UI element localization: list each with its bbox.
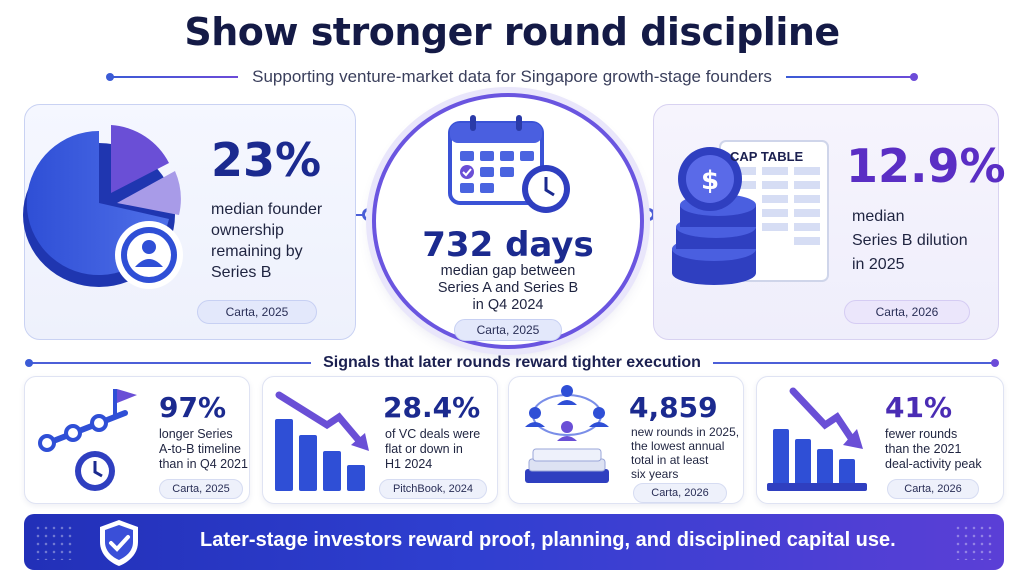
- stat-value: 23%: [211, 133, 322, 187]
- signal-description: of VC deals were flat or down in H1 2024: [385, 427, 481, 471]
- signal-value: 28.4%: [383, 391, 481, 424]
- signal-description: longer Series A-to-B timeline than in Q4…: [159, 427, 248, 471]
- bars-down-arrow-icon: [275, 391, 369, 491]
- banner-text: Later-stage investors reward proof, plan…: [200, 529, 896, 551]
- stat-value: 732 days: [422, 225, 594, 265]
- stat-description: median Series B dilution in 2025: [852, 208, 968, 273]
- signals-heading-row: Signals that later rounds reward tighter…: [24, 352, 1000, 374]
- svg-text:$: $: [701, 166, 719, 196]
- source-badge: Carta, 2025: [159, 479, 243, 499]
- source-badge: Carta, 2026: [633, 483, 727, 503]
- signal-description: new rounds in 2025, the lowest annual to…: [631, 425, 740, 481]
- source-badge: PitchBook, 2024: [379, 479, 487, 499]
- signal-value: 97%: [159, 391, 227, 424]
- stat-description: median gap between Series A and Series B…: [437, 263, 579, 313]
- source-badge: Carta, 2025: [197, 300, 317, 324]
- calendar-clock-icon: [448, 115, 570, 213]
- signal-value: 41%: [885, 391, 953, 424]
- pie-chart-user-icon: [23, 125, 183, 289]
- timeline-flag-clock-icon: [38, 389, 137, 491]
- stat-card-founder-ownership: 23% median founder ownership remaining b…: [23, 104, 356, 340]
- cap-table-label: CAP TABLE: [730, 149, 804, 164]
- stat-card-series-b-dilution: $ CAP TABLE 12.9% median Series B diluti…: [653, 104, 1006, 340]
- cap-table-coins-icon: $: [672, 140, 829, 285]
- divider-line: [712, 359, 1000, 367]
- subtitle-row: Supporting venture-market data for Singa…: [105, 66, 919, 88]
- source-badge: Carta, 2026: [887, 479, 979, 499]
- bars-decline-icon: [767, 387, 867, 491]
- stat-description: median founder ownership remaining by Se…: [211, 201, 323, 281]
- page-title: Show stronger round discipline: [184, 10, 840, 54]
- signal-value: 4,859: [629, 391, 718, 424]
- page-subtitle: Supporting venture-market data for Singa…: [252, 67, 772, 86]
- divider-line: [24, 359, 312, 367]
- source-badge: Carta, 2025: [454, 319, 562, 341]
- stat-value: 12.9%: [846, 139, 1006, 193]
- shield-check-icon: [100, 520, 138, 566]
- signal-card-timeline: 97% longer Series A-to-B timeline than i…: [24, 376, 250, 504]
- signals-heading: Signals that later rounds reward tighter…: [323, 354, 701, 371]
- divider-line: [785, 73, 919, 81]
- stat-card-series-gap: 732 days median gap between Series A and…: [372, 93, 644, 349]
- signal-card-fewer-rounds: 41% fewer rounds than the 2021 deal-acti…: [756, 376, 1004, 504]
- signal-card-flat-down-deals: 28.4% of VC deals were flat or down in H…: [262, 376, 498, 504]
- divider-line: [105, 73, 239, 81]
- bottom-banner: Later-stage investors reward proof, plan…: [24, 514, 1004, 570]
- signal-card-new-rounds: 4,859 new rounds in 2025, the lowest ann…: [508, 376, 744, 504]
- banner-dots-left: [34, 524, 74, 560]
- network-stack-icon: [525, 385, 609, 483]
- signal-description: fewer rounds than the 2021 deal-activity…: [885, 427, 982, 471]
- source-badge: Carta, 2026: [844, 300, 970, 324]
- banner-dots-right: [954, 524, 994, 560]
